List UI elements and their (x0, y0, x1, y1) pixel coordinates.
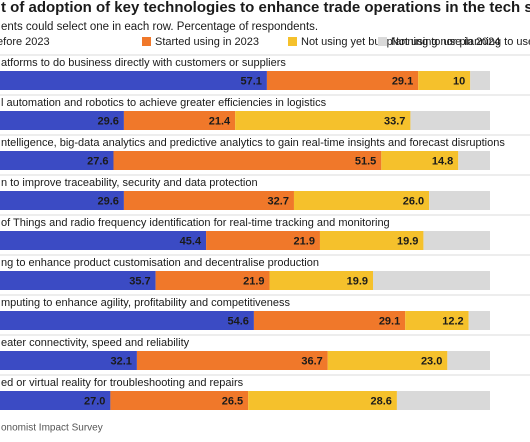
value-label: 54.6 (227, 315, 248, 327)
value-label: 23.0 (421, 355, 442, 367)
category-label: of Things and radio frequency identifica… (1, 217, 390, 229)
bar-segment (123, 111, 236, 130)
value-label: 29.1 (379, 315, 400, 327)
value-label: 27.6 (87, 155, 108, 167)
value-label: 29.1 (392, 75, 413, 87)
legend-swatch (378, 37, 387, 46)
legend-label: Not using yet but planning to use in 202… (301, 36, 500, 48)
value-label: 29.6 (97, 195, 118, 207)
value-label: 12.2 (442, 315, 463, 327)
bar-segment (447, 351, 490, 370)
bar-segment (396, 391, 490, 410)
bar-segment (123, 191, 294, 210)
bar-segment (410, 111, 490, 130)
category-label: l automation and robotics to achieve gre… (1, 97, 327, 109)
bar-segment (0, 151, 114, 170)
bar-segment (468, 311, 490, 330)
value-label: 51.5 (355, 155, 376, 167)
bar-segment (0, 231, 207, 250)
category-label: n to improve traceability, security and … (1, 177, 258, 189)
chart-subtitle: ents could select one in each row. Perce… (1, 21, 318, 33)
category-label: ng to enhance product customisation and … (1, 257, 319, 269)
category-label: mputing to enhance agility, profitabilit… (1, 297, 291, 309)
value-label: 32.1 (110, 355, 131, 367)
legend-swatch (288, 37, 297, 46)
legend-label: Not using nor planning to use in the (391, 36, 530, 48)
value-label: 45.4 (180, 235, 202, 247)
bar-segment (206, 231, 320, 250)
bar-segment (110, 391, 249, 410)
value-label: 19.9 (347, 275, 368, 287)
legend-label: Started using in 2023 (155, 36, 259, 48)
bar-segment (0, 351, 137, 370)
bar-segment (0, 71, 267, 90)
value-label: 19.9 (397, 235, 418, 247)
value-label: 27.0 (84, 395, 105, 407)
bar-segment (266, 71, 419, 90)
value-label: 26.0 (403, 195, 424, 207)
bar-segment (429, 191, 490, 210)
bar-segment (0, 311, 254, 330)
value-label: 21.4 (209, 115, 231, 127)
bar-segment (423, 231, 490, 250)
bar-segment (0, 111, 124, 130)
value-label: 35.7 (129, 275, 150, 287)
bar-segment (327, 351, 448, 370)
value-label: 36.7 (301, 355, 322, 367)
value-label: 28.6 (370, 395, 391, 407)
bar-segment (293, 191, 430, 210)
category-label: ntelligence, big-data analytics and pred… (1, 137, 505, 149)
bar-segment (381, 151, 459, 170)
value-label: 26.5 (222, 395, 243, 407)
source: onomist Impact Survey (1, 423, 103, 434)
bar-segment (470, 71, 490, 90)
bar-segment (0, 191, 124, 210)
bar-segment (113, 151, 382, 170)
category-label: ed or virtual reality for troubleshootin… (1, 377, 244, 389)
value-label: 57.1 (240, 75, 261, 87)
bar-segment (458, 151, 490, 170)
category-label: eater connectivity, speed and reliabilit… (1, 337, 190, 349)
value-label: 33.7 (384, 115, 405, 127)
category-label: atforms to do business directly with cus… (1, 57, 286, 69)
value-label: 14.8 (432, 155, 453, 167)
chart-title: t of adoption of key technologies to enh… (1, 0, 530, 16)
bar-segment (405, 311, 469, 330)
bar-segment (418, 71, 471, 90)
bar-segment (319, 231, 424, 250)
bar-segment (248, 391, 397, 410)
bar-segment (269, 271, 373, 290)
bar-segment (136, 351, 328, 370)
legend-label: y using before 2023 (0, 36, 50, 48)
value-label: 21.9 (243, 275, 264, 287)
value-label: 21.9 (294, 235, 315, 247)
value-label: 32.7 (268, 195, 289, 207)
bar-segment (235, 111, 411, 130)
bar-segment (373, 271, 490, 290)
value-label: 29.6 (97, 115, 118, 127)
bar-segment (0, 391, 111, 410)
legend-swatch (142, 37, 151, 46)
bar-segment (0, 271, 156, 290)
bar-segment (155, 271, 270, 290)
value-label: 10 (453, 75, 465, 87)
bar-segment (253, 311, 406, 330)
